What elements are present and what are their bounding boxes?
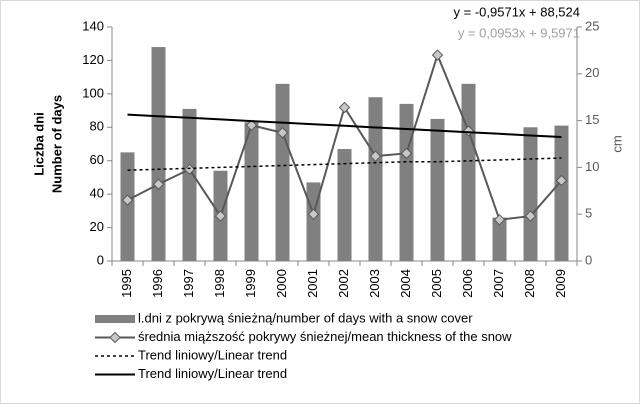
bar bbox=[523, 127, 538, 262]
x-tick-label: 2004 bbox=[398, 269, 413, 298]
y-tick-label: 120 bbox=[82, 52, 104, 67]
x-tick-label: 2001 bbox=[305, 269, 320, 298]
marker bbox=[338, 101, 351, 114]
trend-equation: y = 0,0953x + 9,5971 bbox=[458, 25, 580, 40]
y-tick-label: 140 bbox=[82, 18, 104, 33]
bar bbox=[399, 103, 414, 261]
bar bbox=[554, 125, 569, 261]
y-tick-label: 80 bbox=[90, 119, 104, 134]
x-tick-label: 2009 bbox=[553, 269, 568, 298]
y-axis-title: Liczba dni bbox=[31, 112, 46, 176]
bar bbox=[275, 83, 290, 261]
marker bbox=[121, 194, 134, 206]
bar bbox=[430, 118, 445, 261]
x-tick-label: 2007 bbox=[491, 269, 506, 298]
y2-tick-label: 10 bbox=[585, 159, 599, 174]
trend-equation: y = -0,9571x + 88,524 bbox=[454, 4, 580, 19]
marker bbox=[183, 163, 196, 175]
legend-label: Trend liniowy/Linear trend bbox=[138, 366, 287, 381]
legend-label: l.dni z pokrywą śnieżną/number of days w… bbox=[138, 310, 473, 325]
x-tick-label: 2002 bbox=[336, 269, 351, 298]
y2-tick-label: 0 bbox=[585, 252, 592, 267]
trend-line bbox=[127, 157, 562, 171]
bar bbox=[492, 217, 507, 261]
marker bbox=[152, 178, 165, 190]
y-axis-title: Number of days bbox=[49, 95, 64, 193]
x-tick-label: 2003 bbox=[367, 269, 382, 298]
marker bbox=[214, 210, 227, 222]
y2-tick-label: 15 bbox=[585, 112, 599, 127]
y2-axis-title: cm bbox=[609, 135, 624, 152]
y-tick-label: 40 bbox=[90, 186, 104, 201]
marker bbox=[307, 208, 320, 220]
legend-swatch bbox=[95, 315, 135, 323]
bar bbox=[337, 149, 352, 261]
y2-tick-label: 25 bbox=[585, 18, 599, 33]
y-tick-label: 100 bbox=[82, 85, 104, 100]
marker bbox=[555, 174, 568, 187]
x-tick-label: 1995 bbox=[119, 269, 134, 298]
marker bbox=[493, 214, 506, 226]
x-tick-label: 2006 bbox=[460, 269, 475, 298]
bar bbox=[182, 108, 197, 262]
x-tick-label: 1999 bbox=[243, 269, 258, 298]
legend-label: Trend liniowy/Linear trend bbox=[138, 347, 287, 362]
bar bbox=[120, 152, 135, 261]
bar bbox=[151, 47, 166, 261]
x-tick-label: 2000 bbox=[274, 269, 289, 298]
marker bbox=[431, 49, 444, 61]
marker bbox=[245, 119, 258, 131]
y-tick-label: 0 bbox=[97, 252, 104, 267]
bar bbox=[461, 83, 476, 261]
y2-tick-label: 5 bbox=[585, 206, 592, 221]
bar bbox=[244, 122, 259, 262]
legend-label: średnia miąższość pokrywy śnieżnej/mean … bbox=[138, 329, 512, 344]
x-tick-label: 2005 bbox=[429, 269, 444, 298]
marker bbox=[369, 150, 382, 162]
x-tick-label: 1997 bbox=[181, 269, 196, 298]
y-tick-label: 20 bbox=[90, 219, 104, 234]
marker bbox=[524, 210, 537, 222]
line bbox=[127, 113, 562, 138]
x-tick-label: 1998 bbox=[212, 269, 227, 298]
x-tick-label: 2008 bbox=[522, 269, 537, 298]
legend-marker bbox=[109, 331, 121, 344]
y-tick-label: 60 bbox=[90, 152, 104, 167]
marker bbox=[400, 147, 413, 160]
bar bbox=[368, 97, 383, 261]
y2-tick-label: 20 bbox=[585, 65, 599, 80]
x-tick-label: 1996 bbox=[150, 269, 165, 298]
marker bbox=[276, 127, 289, 139]
